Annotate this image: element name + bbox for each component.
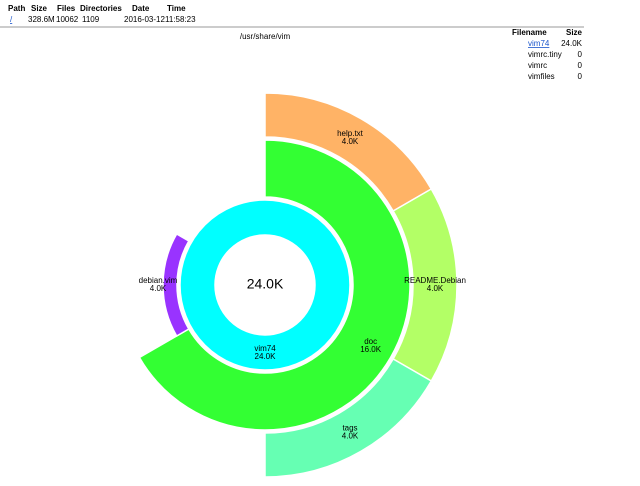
file-size: 0 — [578, 61, 583, 70]
summary-header: Date — [132, 4, 150, 13]
file-size: 24.0K — [561, 39, 583, 48]
segment-name: vim74 — [254, 344, 276, 353]
summary-cell: 1109 — [82, 15, 100, 24]
segment-size: 4.0K — [427, 284, 444, 293]
sunburst-segment[interactable] — [264, 357, 433, 478]
segment-name: README.Debian — [404, 276, 466, 285]
segment-name: doc — [364, 337, 377, 346]
sunburst-segment[interactable] — [179, 199, 351, 371]
file-link[interactable]: vim74 — [528, 39, 550, 48]
summary-header: Path — [8, 4, 25, 13]
segment-size: 4.0K — [150, 284, 167, 293]
file-name: vimrc.tiny — [528, 50, 562, 59]
file-name: vimrc — [528, 61, 547, 70]
files-header: Filename — [512, 28, 547, 37]
summary-header: Time — [167, 4, 186, 13]
segment-size: 4.0K — [342, 431, 359, 440]
summary-header: Files — [57, 4, 76, 13]
path-link[interactable]: / — [10, 15, 13, 24]
segment-size: 16.0K — [360, 345, 382, 354]
file-name: vimfiles — [528, 72, 555, 81]
file-size: 0 — [578, 72, 583, 81]
files-header: Size — [566, 28, 583, 37]
sunburst-segment[interactable] — [162, 232, 190, 338]
segment-name: help.txt — [337, 129, 364, 138]
file-size: 0 — [578, 50, 583, 59]
summary-cell: 2016-03-12 — [124, 15, 165, 24]
center-size: 24.0K — [247, 276, 284, 292]
segment-name: debian.vim — [139, 276, 178, 285]
summary-header: Directories — [80, 4, 122, 13]
summary-cell: 328.6M — [28, 15, 55, 24]
segment-size: 24.0K — [255, 352, 277, 361]
sunburst-segment[interactable] — [138, 139, 411, 431]
segment-size: 4.0K — [342, 137, 359, 146]
summary-cell: 10062 — [56, 15, 79, 24]
summary-header: Size — [31, 4, 48, 13]
summary-cell: 11:58:23 — [165, 15, 196, 24]
segment-name: tags — [342, 423, 357, 432]
page-title: /usr/share/vim — [240, 32, 291, 41]
sunburst — [138, 92, 458, 478]
